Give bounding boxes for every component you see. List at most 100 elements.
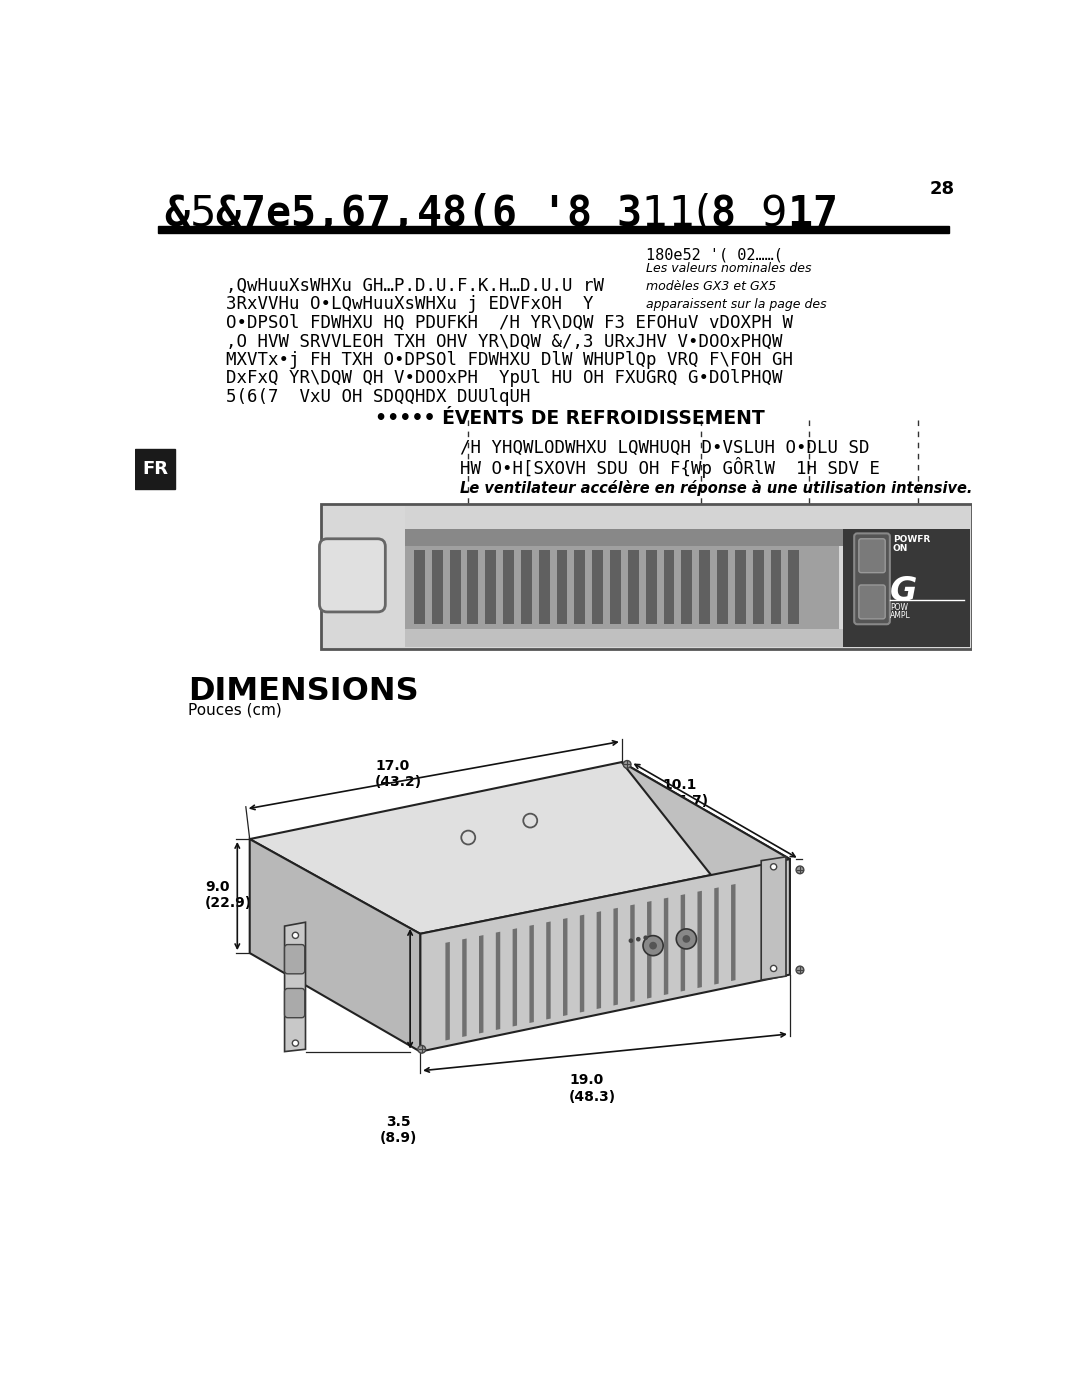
Bar xyxy=(592,550,603,624)
Bar xyxy=(405,629,971,647)
Text: Pouces (cm): Pouces (cm) xyxy=(188,703,282,717)
Circle shape xyxy=(629,939,633,943)
Bar xyxy=(788,550,799,624)
Bar xyxy=(503,550,514,624)
FancyBboxPatch shape xyxy=(859,539,886,573)
Text: O•DPSOl FDWHXU HQ PDUFKH  /H YR\DQW F3 EFOHuV vDOXPH W: O•DPSOl FDWHXU HQ PDUFKH /H YR\DQW F3 EF… xyxy=(227,314,794,332)
Polygon shape xyxy=(462,939,467,1037)
Bar xyxy=(414,550,424,624)
Circle shape xyxy=(683,935,690,943)
Bar xyxy=(717,550,728,624)
Polygon shape xyxy=(563,918,567,1016)
Text: ,O HVW SRVVLEOH TXH OHV YR\DQW &/,3 URxJHV V•DOOxPHQW: ,O HVW SRVVLEOH TXH OHV YR\DQW &/,3 URxJ… xyxy=(227,332,783,351)
Bar xyxy=(468,550,478,624)
Polygon shape xyxy=(664,898,669,995)
FancyBboxPatch shape xyxy=(859,585,886,619)
Text: AMPL: AMPL xyxy=(890,610,910,620)
Bar xyxy=(539,550,550,624)
Bar xyxy=(521,550,531,624)
Polygon shape xyxy=(480,935,484,1034)
Text: POW: POW xyxy=(890,602,908,612)
Text: Le ventilateur accélère en réponse à une utilisation intensive.: Le ventilateur accélère en réponse à une… xyxy=(460,481,973,496)
Bar xyxy=(681,550,692,624)
Circle shape xyxy=(644,936,648,940)
Bar xyxy=(449,550,460,624)
Polygon shape xyxy=(631,904,635,1002)
Bar xyxy=(432,550,443,624)
Polygon shape xyxy=(496,932,500,1030)
Bar xyxy=(770,550,781,624)
Polygon shape xyxy=(761,856,786,979)
Bar xyxy=(485,550,496,624)
Text: 5(6(7  VxU OH SDQQHDX DUUlqUH: 5(6(7 VxU OH SDQQHDX DUUlqUH xyxy=(227,388,531,407)
Circle shape xyxy=(636,937,640,942)
Bar xyxy=(556,550,567,624)
Bar xyxy=(405,529,971,546)
FancyBboxPatch shape xyxy=(284,944,305,974)
Polygon shape xyxy=(513,928,517,1027)
Text: G: G xyxy=(890,576,917,608)
Polygon shape xyxy=(546,922,551,1020)
Bar xyxy=(734,550,745,624)
Text: POWFR: POWFR xyxy=(893,535,930,543)
Circle shape xyxy=(796,967,804,974)
Text: 19.0
(48.3): 19.0 (48.3) xyxy=(569,1073,616,1104)
Text: 3.5
(8.9): 3.5 (8.9) xyxy=(380,1115,417,1146)
Bar xyxy=(575,550,585,624)
Circle shape xyxy=(293,932,298,939)
Polygon shape xyxy=(714,887,718,985)
Polygon shape xyxy=(622,763,789,975)
Text: /H YHQWLODWHXU LQWHUQH D•VSLUH O•DLU SD: /H YHQWLODWHXU LQWHUQH D•VSLUH O•DLU SD xyxy=(460,439,870,457)
Text: Les valeurs nominales des
modèles GX3 et GX5
apparaissent sur la page des: Les valeurs nominales des modèles GX3 et… xyxy=(647,261,827,310)
Polygon shape xyxy=(445,942,450,1041)
Circle shape xyxy=(770,863,777,870)
Text: &$5$&7e5,67,48(6 '8 3$11($8 $9$17: &$5$&7e5,67,48(6 '8 3$11($8 $9$17 xyxy=(164,193,837,235)
Circle shape xyxy=(676,929,697,949)
Bar xyxy=(405,546,839,629)
Text: 17.0
(43.2): 17.0 (43.2) xyxy=(375,760,422,789)
Text: ON: ON xyxy=(893,545,908,553)
Polygon shape xyxy=(249,763,789,933)
Polygon shape xyxy=(420,859,789,1052)
Bar xyxy=(699,550,710,624)
Text: 3RxVVHu O•LQwHuuXsWHXu j EDVFxOH  Y: 3RxVVHu O•LQwHuuXsWHXu j EDVFxOH Y xyxy=(227,295,594,313)
Circle shape xyxy=(293,1039,298,1046)
Circle shape xyxy=(770,965,777,971)
Bar xyxy=(135,448,175,489)
Text: MXVTx•j FH TXH O•DPSOl FDWHXU DlW WHUPlQp VRQ F\FOH GH: MXVTx•j FH TXH O•DPSOl FDWHXU DlW WHUPlQ… xyxy=(227,351,794,369)
Circle shape xyxy=(796,866,804,873)
FancyBboxPatch shape xyxy=(320,539,386,612)
Polygon shape xyxy=(249,840,420,1052)
Polygon shape xyxy=(680,894,685,992)
Polygon shape xyxy=(647,901,651,999)
Text: HW O•H[SXOVH SDU OH F{Wp GÔRlW  1H SDV E: HW O•H[SXOVH SDU OH F{Wp GÔRlW 1H SDV E xyxy=(460,457,880,478)
Bar xyxy=(321,504,972,648)
Text: FR: FR xyxy=(143,460,168,478)
Text: ••••• ÉVENTS DE REFROIDISSEMENT: ••••• ÉVENTS DE REFROIDISSEMENT xyxy=(375,409,765,429)
Text: 9.0
(22.9): 9.0 (22.9) xyxy=(205,880,252,911)
Bar xyxy=(610,550,621,624)
Bar xyxy=(843,529,971,647)
Polygon shape xyxy=(596,911,602,1009)
Text: ,QwHuuXsWHXu GH…P.D.U.F.K.H…D.U.U rW: ,QwHuuXsWHXu GH…P.D.U.F.K.H…D.U.U rW xyxy=(227,277,605,295)
Polygon shape xyxy=(284,922,306,1052)
Polygon shape xyxy=(529,925,534,1023)
Polygon shape xyxy=(698,891,702,988)
Circle shape xyxy=(649,942,657,950)
Text: 10.1
(25.7): 10.1 (25.7) xyxy=(662,778,710,807)
Text: 180e52 '( 02……(: 180e52 '( 02……( xyxy=(647,247,783,263)
Circle shape xyxy=(418,1045,426,1053)
Bar xyxy=(159,226,948,233)
Bar xyxy=(663,550,674,624)
Text: 28: 28 xyxy=(930,180,955,198)
Circle shape xyxy=(643,936,663,956)
Bar xyxy=(646,550,657,624)
Polygon shape xyxy=(613,908,618,1006)
Bar xyxy=(627,550,638,624)
Text: DxFxQ YR\DQW QH V•DOOxPH  YpUl HU OH FXUGRQ G•DOlPHQW: DxFxQ YR\DQW QH V•DOOxPH YpUl HU OH FXUG… xyxy=(227,369,783,387)
FancyBboxPatch shape xyxy=(284,989,305,1018)
Text: DIMENSIONS: DIMENSIONS xyxy=(188,676,418,707)
Bar xyxy=(753,550,764,624)
FancyBboxPatch shape xyxy=(854,534,890,624)
Circle shape xyxy=(623,760,631,768)
